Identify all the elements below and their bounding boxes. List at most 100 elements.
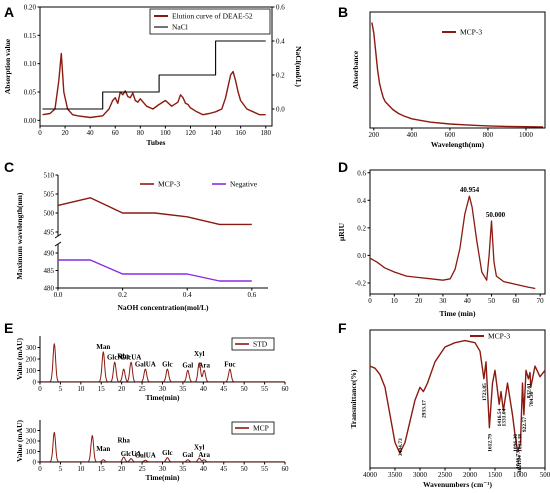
chart-e-std-ytick-label: 200 [26, 356, 37, 364]
chart-e-std-xtick-label: 20 [118, 385, 126, 393]
chart-e-std-xtick-label: 55 [261, 385, 269, 393]
chart-e-std-peak-label: GalUA [135, 360, 156, 368]
chart-e-std-ytick-label: 300 [26, 344, 37, 352]
chart-e-std-ylabel: Value (mAU) [15, 337, 24, 380]
chart-f-peak-label: 784.36 [529, 391, 535, 406]
chart-e-std-xtick-label: 0 [38, 385, 42, 393]
chart-c-ylabel: Maximum wavelength(nm) [15, 192, 24, 279]
panel-label-e: E [4, 320, 13, 336]
chart-f-xlabel: Wavenumbers (cm⁻¹) [423, 480, 492, 489]
chart-e-mcp-peak-label: GlcUA [121, 450, 142, 458]
chart-a-xtick-label: 80 [137, 129, 145, 137]
chart-b-ylabel: Absorbance [351, 50, 360, 89]
chart-e-std-peak-label: Ara [198, 362, 210, 370]
chart-a-ylabel: Absorption value [3, 38, 12, 94]
chart-a-y2-ytick-label: 0.6 [276, 4, 285, 12]
chart-e-std-xtick-label: 45 [220, 385, 228, 393]
chart-d-ytick-label: 0.2 [357, 224, 366, 232]
chart-d-xlabel: Time (min) [440, 309, 476, 318]
chart-f-xtick-label: 2000 [463, 471, 478, 479]
chart-a-xtick-label: 20 [62, 129, 70, 137]
chart-c-ytick-label: 505 [44, 191, 55, 199]
chart-e-mcp-ytick-label: 0 [33, 459, 37, 467]
chart-f-xtick-label: 1000 [513, 471, 528, 479]
chart-e-mcp-xtick-label: 55 [261, 465, 269, 473]
chart-e-mcp-xtick-label: 10 [77, 465, 85, 473]
chart-e-mcp-xlabel: Time(min) [145, 473, 180, 482]
chart-e-mcp-xtick-label: 40 [200, 465, 208, 473]
chart-e-std-peak-label: Rha [117, 352, 130, 360]
chart-e-mcp-ytick-label: 300 [26, 427, 37, 435]
chart-d-xtick-label: 20 [415, 297, 423, 305]
chart-d-frame [369, 169, 546, 295]
chart-f-peak-label: 3404.73 [398, 438, 404, 456]
chart-a-y2-ytick-label: 0.4 [276, 38, 285, 46]
chart-f-peak-label: 1612.79 [487, 434, 493, 452]
chart-a-ytick-label: 0.05 [24, 89, 37, 97]
chart-e-mcp-xtick-label: 5 [59, 465, 63, 473]
chart-a-ytick-label: 0.10 [24, 60, 37, 68]
chart-f-xtick-label: 2500 [438, 471, 453, 479]
chart-a-xlabel: Tubes [147, 138, 166, 147]
chart-f-peak-label: 1416.54 [497, 408, 503, 426]
chart-e-std-xlabel: Time(min) [145, 393, 180, 402]
chart-e-mcp: 0 5 10 15 20 25 30 35 40 45 50 55 60 0 100 200 300 Man Rha… [15, 419, 289, 482]
panel-label-a: A [4, 4, 14, 20]
chart-f-peak-label: 832.61 [526, 383, 532, 398]
chart-e-std-xtick-label: 30 [159, 385, 167, 393]
chart-b-xtick-label: 600 [445, 131, 456, 139]
chart-c-series-negative [58, 259, 252, 282]
chart-f: 4000 3500 3000 2500 2000 1500 1000 500 Wavenumbe… [349, 329, 550, 489]
chart-f-frame [369, 329, 546, 469]
chart-e-mcp-xtick-label: 0 [38, 465, 42, 473]
chart-c-xtick-label: 0.0 [54, 291, 63, 299]
chart-c: 0.0 0.2 0.4 0.6 480 485 490 495 500 505 510 NaOH co… [15, 172, 268, 312]
chart-c-xtick-label: 0.6 [247, 291, 256, 299]
chart-e-mcp-peak-label: Ara [198, 451, 210, 459]
chart-e-std-peak-label: Fuc [224, 360, 235, 368]
chart-d-series [369, 195, 536, 290]
chart-a-xtick-label: 140 [210, 129, 221, 137]
chart-f-xtick-label: 4000 [363, 471, 378, 479]
chart-c-ytick-label: 485 [44, 267, 55, 275]
chart-c-series-mcp3 [57, 197, 252, 226]
chart-e-mcp-xtick-label: 20 [118, 465, 126, 473]
chart-e-std-xtick-label: 10 [77, 385, 85, 393]
chart-e-mcp-legend-label: MCP [253, 424, 269, 433]
chart-f-xtick-label: 3000 [413, 471, 428, 479]
chart-e-std-xtick-label: 15 [98, 385, 106, 393]
chart-e-std-ytick-label: 0 [33, 379, 37, 387]
chart-d-peak-label: 50.000 [486, 211, 506, 219]
chart-d-xtick-label: 40 [464, 297, 472, 305]
chart-a-xtick-label: 40 [87, 129, 95, 137]
chart-a-y2-ytick-label: 0.0 [276, 106, 285, 114]
panel-label-f: F [338, 320, 347, 336]
chart-e-std-peak-label: Glc [162, 360, 173, 368]
chart-f-peak-label: 2933.17 [421, 400, 427, 418]
chart-d-peak-label: 40.954 [460, 186, 480, 194]
chart-e-std-peak-label: Man [96, 343, 110, 351]
chart-a-y2label: NaCl(mol/L) [294, 46, 303, 87]
chart-e-std-ytick-label: 100 [26, 367, 37, 375]
chart-e-mcp-trace [39, 431, 285, 463]
chart-c-ytick-label: 490 [44, 250, 55, 258]
chart-a-xtick-label: 0 [38, 129, 42, 137]
chart-f-xtick-label: 500 [540, 471, 550, 479]
chart-c-ytick-label: 495 [44, 229, 55, 237]
chart-b-xtick-label: 200 [369, 131, 380, 139]
chart-e-std-legend-box [231, 337, 275, 351]
chart-f-peak-label: 1723.85 [482, 383, 488, 401]
chart-d: 0 10 20 30 40 50 60 70 -0.2 0.0 0.2 0.4 0.6 40.954 50.… [337, 169, 546, 318]
chart-e-mcp-peak-label: GalUA [135, 451, 156, 459]
chart-d-ytick-label: -0.2 [355, 279, 367, 287]
chart-e-mcp-xtick-label: 15 [98, 465, 106, 473]
chart-e-mcp-peak-label: Rha [117, 436, 130, 444]
chart-c-xtick-label: 0.4 [183, 291, 192, 299]
chart-e-std-xtick-label: 60 [282, 385, 290, 393]
chart-e-std-xtick-label: 35 [179, 385, 187, 393]
chart-e-mcp-ylabel: Value (mAU) [15, 419, 24, 462]
chart-e-std-trace [39, 343, 285, 383]
chart-a-legend-elution-label: Elution curve of DEAE-52 [172, 12, 253, 21]
chart-e-std-peak-label: Gal [182, 362, 193, 370]
